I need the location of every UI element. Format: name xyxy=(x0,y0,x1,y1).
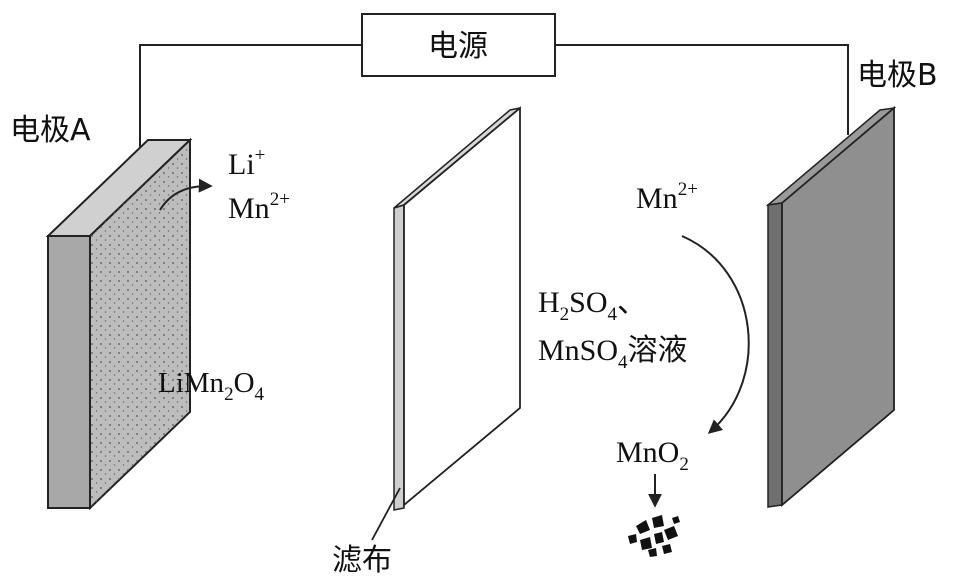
electrode-a xyxy=(45,137,193,511)
li-ion-charge: + xyxy=(255,145,266,166)
filter-cloth xyxy=(393,106,521,511)
product-label: MnO2 xyxy=(616,436,689,475)
power-source-box xyxy=(361,13,556,77)
electrode-b xyxy=(765,106,897,508)
electrode-b-label: 电极B xyxy=(857,58,938,93)
electrode-b-face xyxy=(781,106,895,507)
filter-cloth-edge xyxy=(393,203,405,511)
solution-line-2: MnSO4溶液 xyxy=(538,333,688,373)
wire-left xyxy=(139,44,362,150)
electrode-b-edge xyxy=(767,202,783,508)
mn-ion-a-charge: 2+ xyxy=(270,189,290,210)
mn-ion-b-charge: 2+ xyxy=(678,179,698,200)
filter-cloth-pointer xyxy=(371,487,401,541)
mn-ion-a-label: Mn2+ xyxy=(228,189,290,225)
filter-cloth-face xyxy=(403,106,521,507)
precipitate-particles xyxy=(628,515,680,557)
li-ion-label: Li+ xyxy=(228,145,265,181)
power-source-label: 电源 xyxy=(428,29,488,64)
wire-right xyxy=(555,44,849,135)
mn-ion-a-base: Mn xyxy=(228,192,270,225)
ion-release-arrow xyxy=(159,178,213,211)
oxidation-arrow xyxy=(681,235,750,434)
li-ion-base: Li xyxy=(228,148,255,181)
filter-cloth-label: 滤布 xyxy=(332,543,392,578)
electrode-material-label: LiMn2O4 xyxy=(158,367,265,405)
electrode-a-label: 电极A xyxy=(10,113,91,148)
solution-line-1: H2SO4、 xyxy=(538,285,647,325)
mn-ion-b-label: Mn2+ xyxy=(636,179,698,215)
electrode-a-front xyxy=(47,235,91,509)
electrode-a-texture xyxy=(90,140,190,508)
mn-ion-b-base: Mn xyxy=(636,182,678,215)
